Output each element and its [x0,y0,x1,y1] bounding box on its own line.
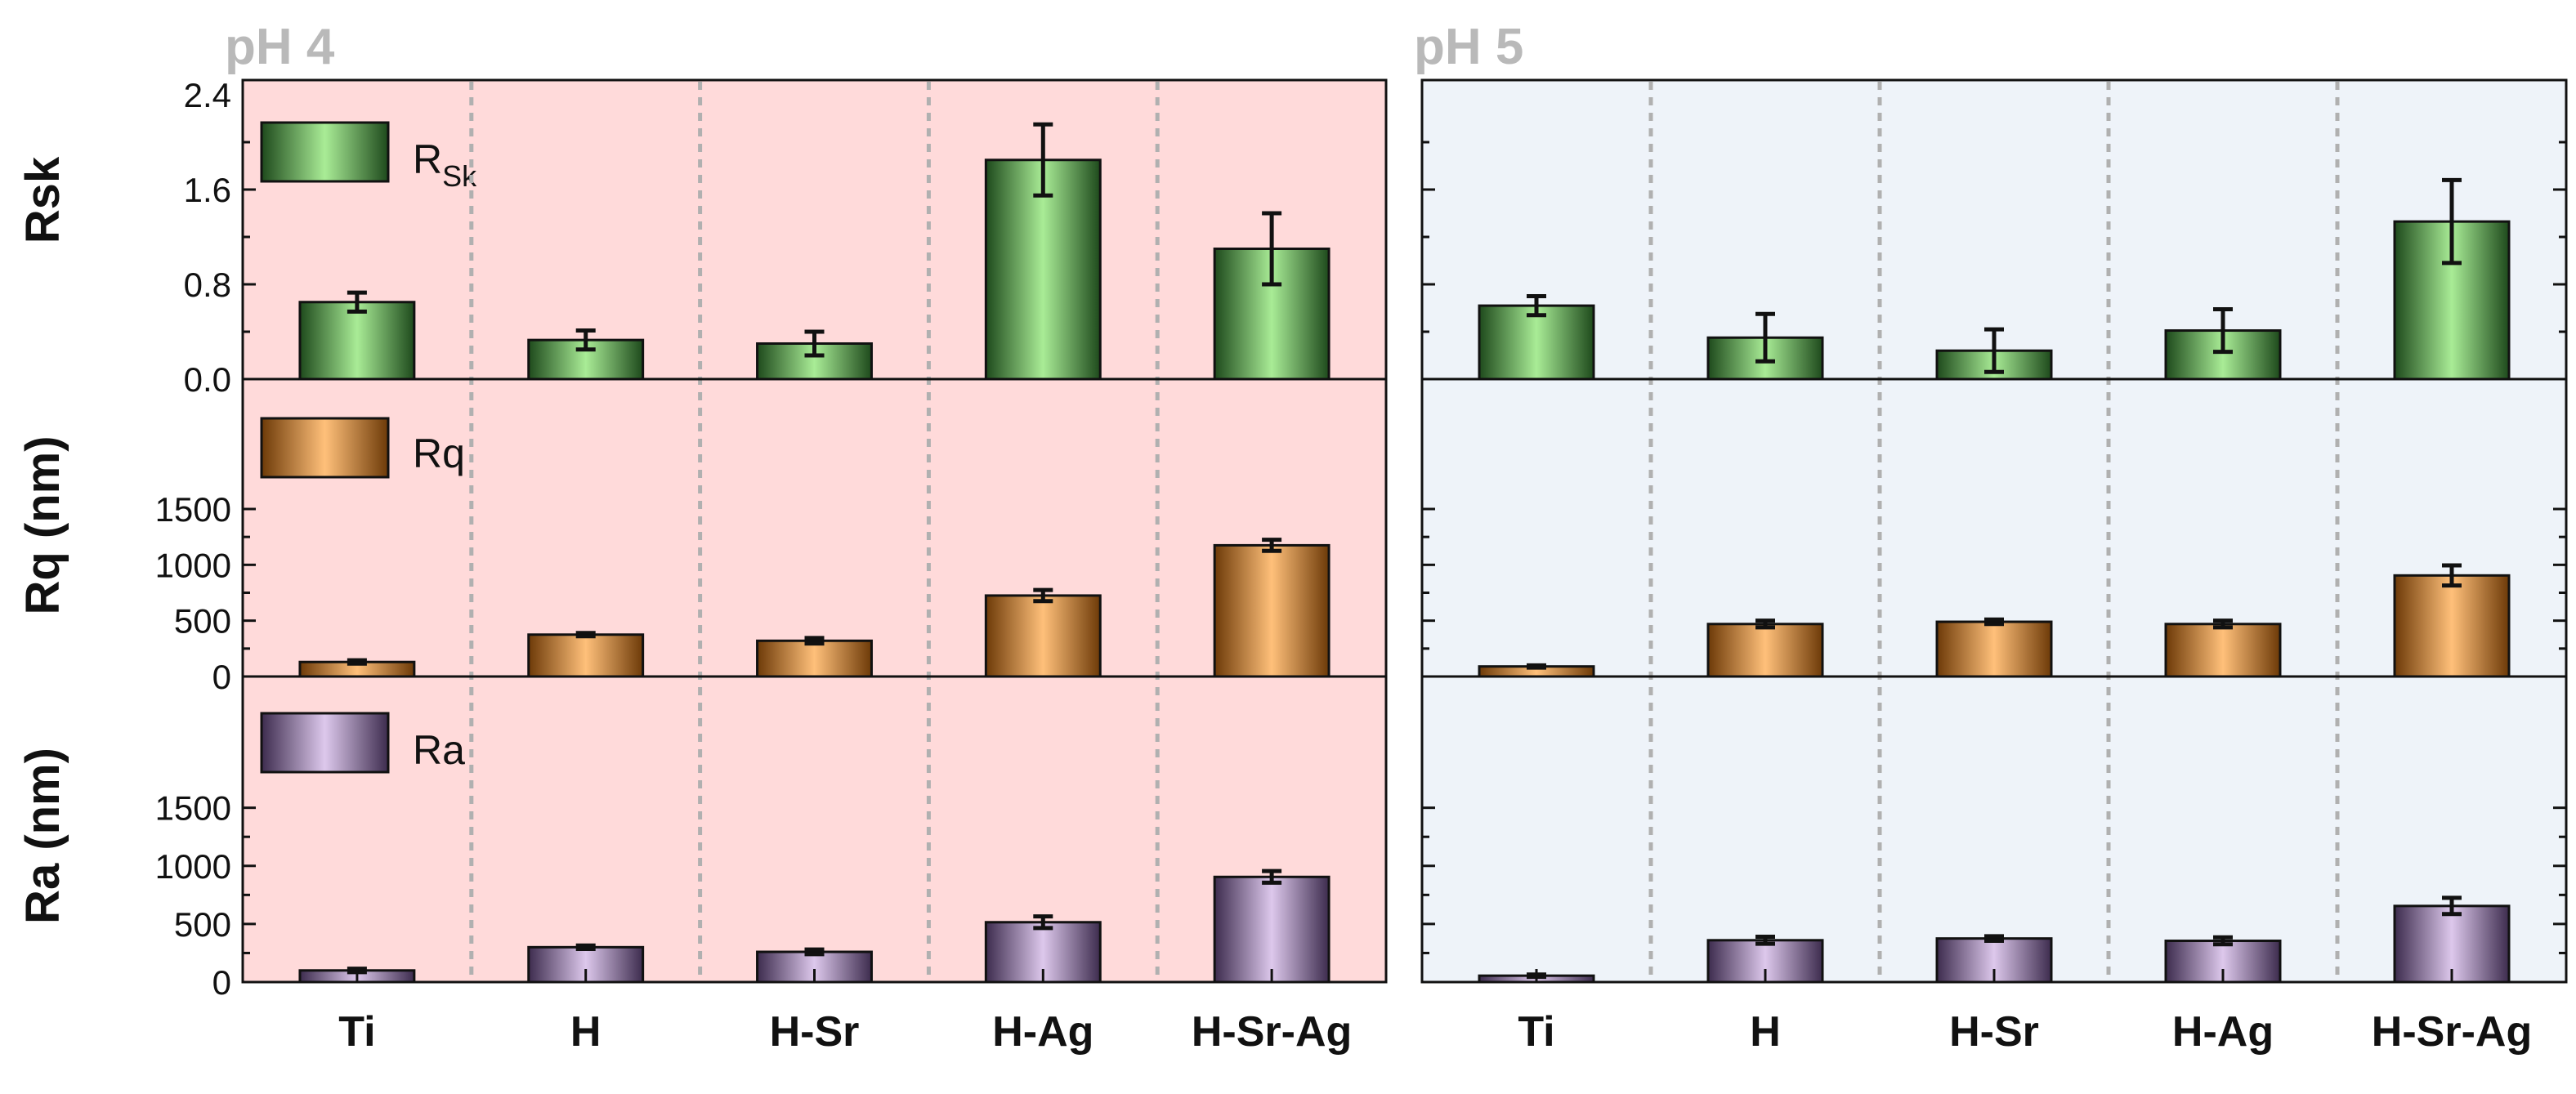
x-category-label: H-Ag [992,1008,1093,1056]
panel-frame [1420,78,2568,984]
y-tick-label: 2.4 [184,76,231,114]
y-axis-labels: Rsk Rq (nm) Ra (nm) [16,156,69,924]
bar [1213,543,1330,678]
bar [1213,875,1330,984]
panel-title: pH 4 [225,19,335,75]
legend-swatch [260,121,390,183]
x-category-label: H-Sr-Ag [1192,1008,1352,1056]
bar [2164,623,2282,678]
x-category-label: Ti [338,1008,375,1056]
y-tick-label: 0.8 [184,266,231,304]
legend-swatch [260,417,390,479]
y-tick-label: 0 [212,963,231,1002]
bar [984,594,1102,678]
legend-main: R [413,136,442,182]
legend-label-ra: Ra [413,727,465,773]
y-tick-label: 1.6 [184,171,231,209]
bar [298,301,416,381]
panel-ph4: pH 4 Rsk Rq (nm) Ra (nm) RSk Rq Ra 0.00.… [16,19,1388,1056]
y-tick-label: 0.0 [184,360,231,399]
y-tick-label: 1000 [155,847,231,886]
y-tick-label: 1500 [155,789,231,828]
y-axis-label-ra: Ra (nm) [16,748,69,924]
panel-background [241,78,1388,984]
panel-ph5: pH 5 Ti H H-Sr H-Ag H-Sr-Ag [1414,19,2568,1056]
x-category-label: Ti [1518,1008,1554,1056]
panel-title: pH 5 [1414,19,1523,75]
y-tick-label: 0 [212,658,231,696]
bar [756,639,873,678]
legend-swatch [260,712,390,774]
x-category-label: H [1750,1008,1781,1056]
y-tick-label: 500 [174,905,231,944]
bar [1706,623,1824,678]
x-category-label: H-Ag [2172,1008,2274,1056]
y-axis-label-rq: Rq (nm) [16,435,69,614]
y-tick-label: 1500 [155,490,231,529]
x-category-label: H-Sr-Ag [2372,1008,2532,1056]
panel-frame [241,78,1388,984]
x-category-label: H [570,1008,602,1056]
y-tick-label: 1000 [155,546,231,584]
legend-label-rq: Rq [413,431,465,476]
x-category-label: H-Sr [770,1008,860,1056]
bar [527,633,645,678]
x-category-label: H-Sr [1949,1008,2039,1056]
y-axis-label-rsk: Rsk [16,156,69,243]
bar [2393,574,2511,678]
panel-background [1420,78,2568,984]
bar [1935,620,2053,678]
y-tick-label: 500 [174,602,231,641]
